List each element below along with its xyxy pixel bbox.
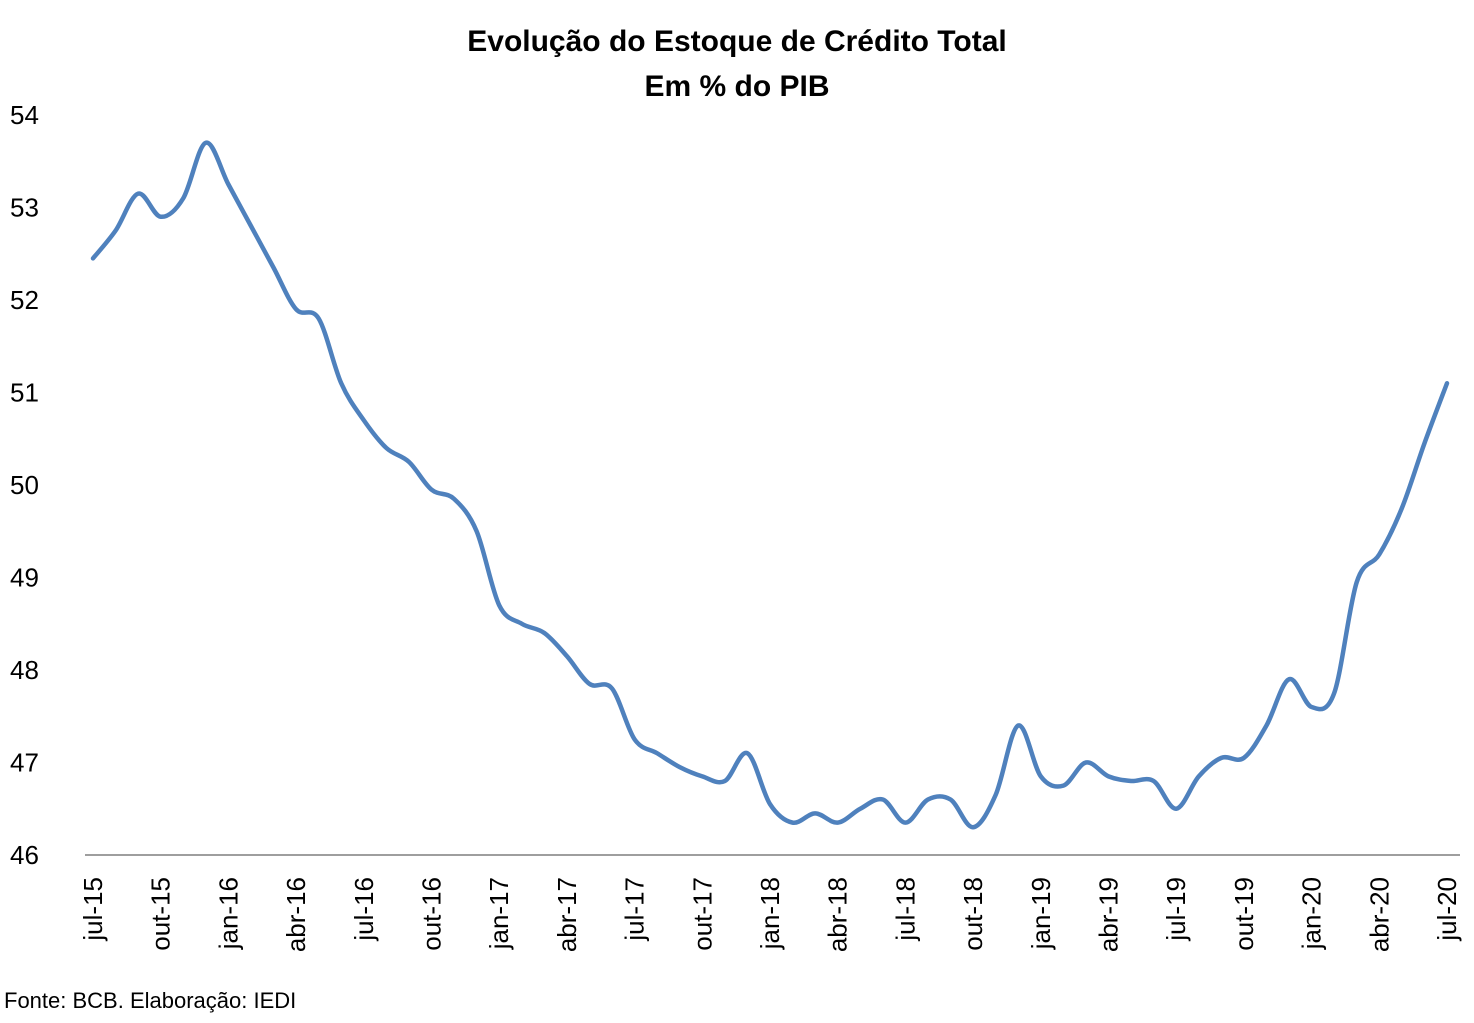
data-point: out-15: 52.9 (159, 215, 163, 219)
data-point: mai-20: 49.75 (1400, 506, 1404, 510)
y-tick-label: 54 (10, 100, 39, 130)
data-point: nov-15: 53.1 (181, 196, 185, 200)
x-tick-label: jul-15 (78, 877, 108, 942)
chart-subtitle: Em % do PIB (644, 70, 830, 103)
x-tick-label: abr-20 (1364, 877, 1394, 952)
data-point: abr-18: 46.35 (836, 821, 840, 825)
data-point: abr-19: 46.85 (1107, 774, 1111, 778)
x-tick-label: jul-20 (1432, 877, 1462, 942)
data-point: jan-20: 47.6 (1310, 705, 1314, 709)
data-point: mar-17: 48.4 (542, 631, 546, 635)
data-point: set-18: 46.6 (949, 798, 953, 802)
x-tick-label: jan-20 (1297, 877, 1327, 950)
data-point: jun-20: 50.45 (1422, 441, 1426, 445)
y-axis: 46 47 48 49 50 51 52 53 54 (10, 100, 39, 870)
data-point: set-15: 53.15 (136, 192, 140, 196)
x-tick-label: jan-19 (1026, 877, 1056, 950)
x-tick-label: jul-18 (890, 877, 920, 942)
data-point: ago-15: 52.75 (114, 229, 118, 233)
data-point: jul-17: 47.25 (633, 737, 637, 741)
data-point: mar-16: 52.35 (272, 266, 276, 270)
data-point: dez-15: 53.7 (204, 141, 208, 145)
data-point: jun-19: 46.8 (1152, 779, 1156, 783)
data-point: abr-17: 48.15 (565, 654, 569, 658)
data-point: jan-18: 46.55 (768, 802, 772, 806)
data-point: abr-20: 49.25 (1377, 552, 1381, 556)
data-point: jul-18: 46.35 (903, 821, 907, 825)
data-point: jan-16: 53.25 (226, 182, 230, 186)
data-point: jul-16: 50.7 (362, 418, 366, 422)
data-point: fev-18: 46.35 (791, 821, 795, 825)
data-point: dez-18: 47.4 (1016, 724, 1020, 728)
y-tick-label: 49 (10, 563, 39, 593)
data-point: set-17: 46.95 (678, 765, 682, 769)
data-point: nov-17: 46.8 (723, 779, 727, 783)
data-point: out-19: 47.05 (1242, 756, 1246, 760)
data-point: ago-18: 46.6 (926, 798, 930, 802)
y-tick-label: 51 (10, 378, 39, 408)
data-point: mar-19: 47 (1084, 761, 1088, 765)
data-point: out-16: 49.95 (430, 488, 434, 492)
data-point: dez-19: 47.9 (1287, 677, 1291, 681)
data-point: nov-19: 47.4 (1264, 724, 1268, 728)
data-point: nov-18: 46.65 (994, 793, 998, 797)
data-point: nov-16: 49.85 (452, 497, 456, 501)
data-point: mar-18: 46.45 (813, 811, 817, 815)
x-tick-label: jan-17 (484, 877, 514, 950)
x-tick-label: out-18 (958, 877, 988, 951)
x-tick-label: abr-16 (281, 877, 311, 952)
data-point: mai-19: 46.8 (1129, 779, 1133, 783)
x-tick-label: jan-16 (213, 877, 243, 950)
x-tick-label: out-19 (1229, 877, 1259, 951)
x-tick-label: abr-18 (823, 877, 853, 952)
data-point: jul-20: 51.1 (1445, 381, 1449, 385)
data-point: mar-20: 48.95 (1355, 580, 1359, 584)
data-point: mai-16: 51.8 (317, 317, 321, 321)
data-point: fev-19: 46.75 (1061, 784, 1065, 788)
data-point: ago-17: 47.1 (655, 751, 659, 755)
y-tick-label: 50 (10, 470, 39, 500)
x-tick-label: abr-17 (552, 877, 582, 952)
chart-title: Evolução do Estoque de Crédito Total (467, 25, 1007, 58)
data-point: out-18: 46.3 (971, 825, 975, 829)
data-point: jul-15: 52.45 (91, 256, 95, 260)
x-tick-label: out-15 (146, 877, 176, 951)
data-point: ago-19: 46.85 (1197, 774, 1201, 778)
data-point: jun-17: 47.8 (610, 687, 614, 691)
data-point: mai-17: 47.85 (587, 682, 591, 686)
data-point: abr-16: 51.9 (294, 307, 298, 311)
x-tick-label: jul-19 (1161, 877, 1191, 942)
y-tick-label: 46 (10, 840, 39, 870)
y-tick-label: 47 (10, 748, 39, 778)
data-point: jun-16: 51.1 (339, 381, 343, 385)
series-line (90, 140, 1450, 830)
data-point: fev-17: 48.5 (520, 622, 524, 626)
x-tick-label: jul-16 (349, 877, 379, 942)
data-point: mai-18: 46.5 (858, 807, 862, 811)
data-point: fev-16: 52.8 (249, 224, 253, 228)
data-point: jan-17: 48.7 (497, 603, 501, 607)
x-tick-label: jul-17 (620, 877, 650, 942)
data-point: fev-20: 47.75 (1332, 691, 1336, 695)
x-tick-label: abr-19 (1094, 877, 1124, 952)
data-point: jun-18: 46.6 (881, 798, 885, 802)
data-point: out-17: 46.85 (700, 774, 704, 778)
x-tick-label: out-17 (687, 877, 717, 951)
x-tick-label: jan-18 (755, 877, 785, 950)
data-point: jan-19: 46.85 (1039, 774, 1043, 778)
data-point: set-19: 47.05 (1219, 756, 1223, 760)
data-point: set-16: 50.25 (407, 460, 411, 464)
source-note: Fonte: BCB. Elaboração: IEDI (4, 988, 297, 1013)
data-point: ago-16: 50.4 (384, 446, 388, 450)
data-point: jul-19: 46.5 (1174, 807, 1178, 811)
series-group: jul-15: 52.45 ago-15: 52.75 set-15: 53.15 o… (90, 140, 1450, 830)
x-tick-label: out-16 (417, 877, 447, 951)
y-tick-label: 52 (10, 285, 39, 315)
x-axis: jul-15 out-15 jan-16 abr-16 jul-16 out-16 jan-… (78, 854, 1462, 952)
y-tick-label: 48 (10, 655, 39, 685)
y-tick-label: 53 (10, 193, 39, 223)
data-point: dez-16: 49.5 (475, 529, 479, 533)
data-point: dez-17: 47.1 (745, 751, 749, 755)
